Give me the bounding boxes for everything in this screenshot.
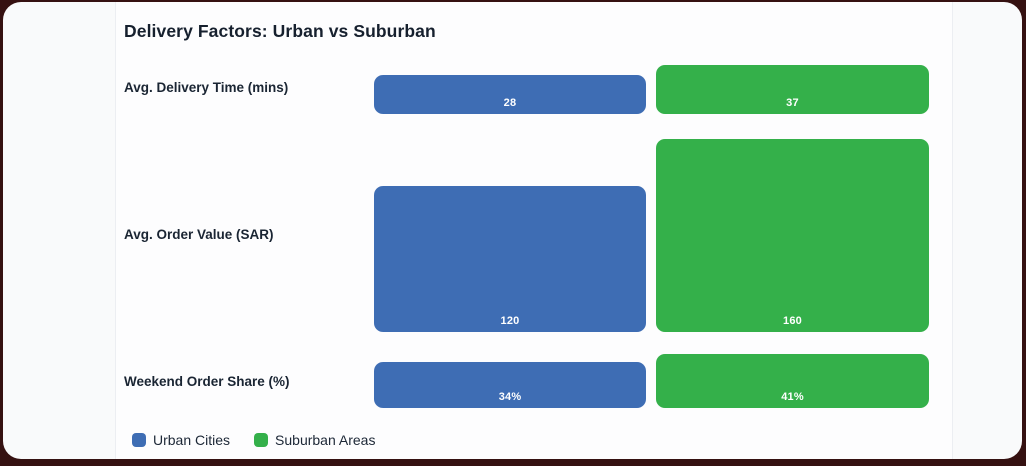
chart-row-weekend-share: Weekend Order Share (%) 34% 41% (124, 354, 952, 408)
bar-value-label: 28 (503, 97, 517, 109)
bar-suburban-order-value[interactable]: 160 (656, 139, 929, 332)
bar-suburban-delivery-time[interactable]: 37 (656, 65, 929, 114)
legend-item-suburban[interactable]: Suburban Areas (254, 432, 375, 448)
bar-urban-weekend-share[interactable]: 34% (374, 362, 646, 408)
category-label: Weekend Order Share (%) (124, 373, 290, 389)
bar-urban-delivery-time[interactable]: 28 (374, 75, 646, 114)
urban-color-swatch (132, 433, 146, 447)
suburban-color-swatch (254, 433, 269, 447)
category-label: Avg. Order Value (SAR) (124, 226, 274, 242)
bar-value-label: 160 (783, 315, 802, 327)
legend-label: Suburban Areas (275, 432, 376, 448)
legend-label: Urban Cities (153, 432, 231, 448)
bar-group: 120 160 (374, 136, 929, 332)
category-label: Avg. Delivery Time (mins) (124, 79, 289, 95)
chart-card: Delivery Factors: Urban vs Suburban Avg.… (3, 2, 1022, 459)
chart-legend: Urban Cities Suburban Areas (132, 432, 952, 448)
bar-value-label: 37 (786, 97, 799, 109)
bar-value-label: 34% (498, 391, 522, 403)
chart-title: Delivery Factors: Urban vs Suburban (124, 21, 436, 41)
chart-panel: Delivery Factors: Urban vs Suburban Avg.… (115, 2, 953, 459)
bar-value-label: 120 (500, 315, 520, 327)
chart-row-order-value: Avg. Order Value (SAR) 120 160 (124, 136, 952, 332)
bar-value-label: 41% (781, 391, 804, 403)
bar-suburban-weekend-share[interactable]: 41% (656, 354, 929, 408)
chart-row-delivery-time: Avg. Delivery Time (mins) 28 37 (124, 60, 952, 114)
bar-group: 34% 41% (374, 354, 929, 408)
bar-urban-order-value[interactable]: 120 (374, 186, 646, 332)
bar-group: 28 37 (374, 60, 929, 114)
legend-item-urban[interactable]: Urban Cities (132, 432, 230, 448)
